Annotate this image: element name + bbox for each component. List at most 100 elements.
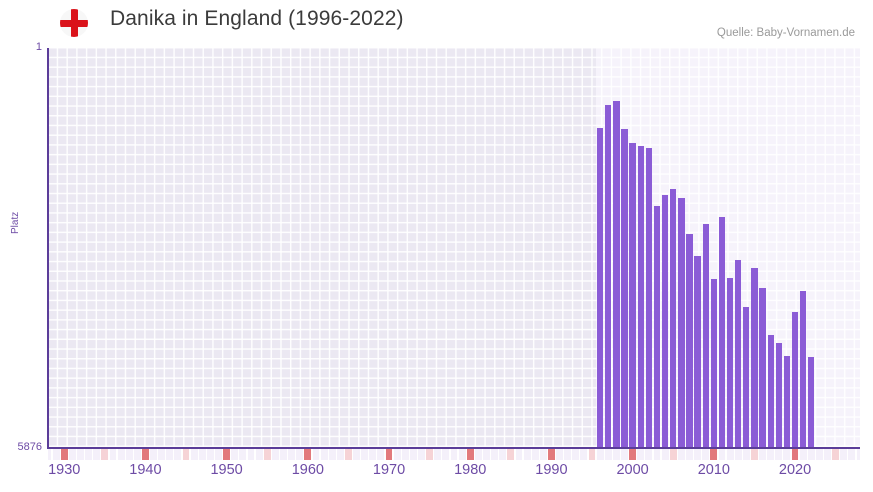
x-tick-marker-1989 (539, 449, 547, 460)
x-tick-marker-1994 (580, 449, 588, 460)
x-tick-marker-1939 (133, 449, 141, 460)
x-tick-marker-1942 (158, 449, 166, 460)
x-tick-marker-2009 (702, 449, 710, 460)
x-tick-marker-2027 (848, 449, 856, 460)
x-tick-label-1960: 1960 (291, 462, 324, 478)
x-tick-marker-1979 (458, 449, 466, 460)
bar-2017 (767, 335, 774, 448)
x-tick-marker-2008 (694, 449, 702, 460)
x-tick-marker-1975 (426, 449, 434, 460)
x-tick-marker-2004 (661, 449, 669, 460)
x-tick-marker-1986 (515, 449, 523, 460)
x-tick-marker-1946 (190, 449, 198, 460)
bar-2006 (678, 198, 685, 448)
flag-cross-vertical (71, 9, 78, 37)
x-tick-marker-2000 (629, 449, 637, 460)
x-tick-marker-1940 (141, 449, 149, 460)
x-tick-marker-2021 (799, 449, 807, 460)
x-axis-line (47, 447, 860, 449)
x-tick-marker-1995 (588, 449, 596, 460)
x-tick-marker-1976 (434, 449, 442, 460)
x-tick-marker-1982 (483, 449, 490, 460)
bar-2009 (702, 224, 709, 448)
x-tick-marker-1961 (312, 449, 320, 460)
x-tick-marker-1956 (271, 449, 279, 460)
x-tick-label-1990: 1990 (535, 462, 568, 478)
x-tick-marker-1943 (166, 449, 174, 460)
x-tick-marker-1949 (215, 449, 222, 460)
x-tick-marker-1968 (369, 449, 377, 460)
x-tick-marker-2018 (775, 449, 783, 460)
bar-2004 (661, 194, 669, 448)
bar-2011 (718, 216, 726, 448)
x-tick-marker-2002 (645, 449, 653, 460)
x-tick-marker-1990 (547, 449, 555, 460)
x-tick-marker-1941 (150, 449, 157, 460)
x-tick-marker-1992 (564, 449, 572, 460)
x-tick-marker-1951 (231, 449, 239, 460)
x-tick-marker-1955 (263, 449, 271, 460)
bar-series (48, 48, 860, 448)
x-tick-marker-2016 (759, 449, 766, 460)
bar-2014 (743, 307, 750, 448)
x-tick-marker-2012 (726, 449, 734, 460)
source-attribution: Quelle: Baby-Vornamen.de (716, 27, 855, 39)
x-tick-marker-1972 (401, 449, 409, 460)
x-tick-marker-2023 (815, 449, 823, 460)
x-tick-marker-1959 (296, 449, 304, 460)
x-tick-marker-1957 (280, 449, 287, 460)
x-tick-marker-1967 (361, 449, 369, 460)
x-tick-label-1930: 1930 (48, 462, 81, 478)
bar-2001 (637, 145, 644, 448)
bar-2005 (670, 189, 677, 448)
y-axis-tick-bottom: 5876 (17, 441, 42, 453)
x-tick-marker-1937 (117, 449, 125, 460)
x-tick-marker-1998 (612, 449, 620, 460)
x-tick-marker-1970 (385, 449, 393, 460)
x-tick-marker-1965 (344, 449, 352, 460)
x-tick-marker-1960 (304, 449, 312, 460)
x-tick-marker-1944 (174, 449, 182, 460)
bar-2010 (710, 279, 717, 448)
x-tick-label-2000: 2000 (616, 462, 649, 478)
x-tick-marker-1962 (320, 449, 328, 460)
x-tick-marker-2003 (653, 449, 661, 460)
x-tick-marker-1950 (223, 449, 231, 460)
x-tick-marker-1978 (450, 449, 458, 460)
x-tick-marker-2019 (783, 449, 791, 460)
x-tick-marker-1973 (409, 449, 417, 460)
bar-2019 (783, 356, 791, 448)
x-tick-marker-1935 (101, 449, 109, 460)
x-tick-marker-1983 (491, 449, 499, 460)
x-tick-marker-1985 (507, 449, 515, 460)
bar-2002 (645, 147, 653, 448)
x-tick-marker-1929 (52, 449, 60, 460)
bar-2022 (808, 357, 815, 448)
x-tick-label-1940: 1940 (129, 462, 162, 478)
x-tick-marker-2001 (637, 449, 645, 460)
x-tick-marker-1971 (393, 449, 401, 460)
x-tick-marker-1988 (531, 449, 539, 460)
x-tick-marker-1931 (68, 449, 76, 460)
x-tick-marker-1954 (255, 449, 263, 460)
page-title: Danika in England (1996-2022) (110, 7, 404, 30)
x-tick-marker-1996 (596, 449, 604, 460)
x-tick-marker-2010 (710, 449, 718, 460)
x-tick-label-2020: 2020 (778, 462, 812, 478)
x-axis-tick-labels: 1930 1940 1950 1960 1970 1980 1990 2000 2010 2020 (0, 462, 873, 484)
x-tick-marker-2024 (824, 449, 831, 460)
bar-2016 (759, 288, 766, 448)
x-tick-label-1980: 1980 (454, 462, 487, 478)
x-tick-marker-1948 (206, 449, 214, 460)
x-tick-marker-1928 (48, 449, 52, 460)
x-tick-marker-1945 (182, 449, 190, 460)
x-tick-marker-1997 (604, 449, 612, 460)
x-tick-marker-2028 (856, 449, 860, 460)
bar-2008 (694, 256, 701, 448)
x-tick-marker-1980 (466, 449, 474, 460)
bar-2012 (726, 277, 734, 448)
bar-2018 (775, 342, 782, 448)
x-tick-marker-1966 (353, 449, 360, 460)
x-tick-marker-1964 (336, 449, 344, 460)
x-tick-marker-1932 (77, 449, 84, 460)
